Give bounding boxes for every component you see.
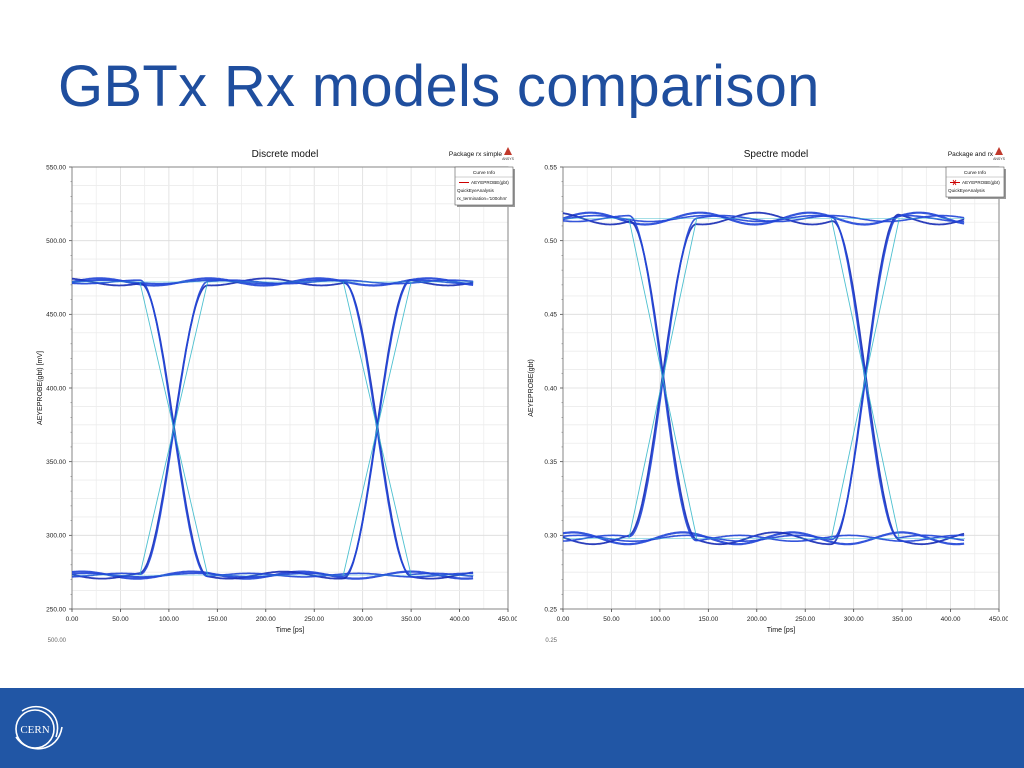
- discrete-model-chart: 0.00 50.00 100.00 150.00 200.00 250.00 300.00 3…: [37, 143, 517, 643]
- cern-logo-text: CERN: [20, 724, 49, 736]
- chart-title: Discrete model: [252, 149, 319, 160]
- x-tick-label: 200.00: [256, 616, 276, 623]
- spectre-model-chart: 0.00 50.00 100.00 150.00 200.00 250.00 300.00 3…: [528, 143, 1008, 643]
- clipped-axis-label: 0.25: [545, 638, 557, 643]
- eye-diagram-spectre-model: 0.00 50.00 100.00 150.00 200.00 250.00 300.00 3…: [521, 143, 1008, 643]
- eye-trace: [72, 279, 474, 578]
- crossing-guide: [563, 143, 964, 538]
- eye-diagram-discrete-model: 0.00 50.00 100.00 150.00 200.00 250.00 300.00 3…: [30, 143, 517, 643]
- grid: [71, 166, 509, 610]
- slide-title: GBTx Rx models comparison: [58, 54, 820, 119]
- x-tick-label: 350.00: [401, 616, 421, 623]
- x-tick-label: 0.00: [557, 616, 570, 623]
- x-tick-label: 250.00: [795, 616, 815, 623]
- eye-trace: [562, 214, 965, 541]
- x-tick-label: 450.00: [989, 616, 1008, 623]
- y-tick-label: 0.25: [544, 606, 557, 613]
- x-tick-label: 0.00: [66, 616, 79, 623]
- eye-trace: [71, 277, 474, 580]
- eye-crossing-line: [830, 218, 900, 539]
- x-axis-label: Time [ps]: [767, 627, 796, 634]
- eye-crossing-line: [342, 281, 412, 576]
- legend-entry: QuickEyeAnalysis: [457, 188, 494, 193]
- eye-traces: [71, 143, 475, 580]
- x-tick-label: 400.00: [450, 616, 470, 623]
- x-tick-label: 300.00: [353, 616, 373, 623]
- y-tick-label: 400.00: [46, 385, 66, 392]
- eye-crossing-line: [628, 218, 698, 539]
- ansys-logo-icon: [504, 147, 512, 155]
- grid: [562, 166, 1000, 610]
- ansys-logo-text: ANSYS: [502, 157, 515, 161]
- y-tick-label: 0.55: [544, 164, 557, 171]
- corner-label: Package rx simple: [449, 151, 502, 158]
- eye-trace: [562, 214, 965, 542]
- y-axis-label: AEYEPROBE(gbt): [528, 359, 535, 417]
- y-tick-label: 450.00: [46, 312, 66, 319]
- x-tick-label: 100.00: [650, 616, 670, 623]
- eye-trace: [71, 279, 474, 578]
- y-tick-label: 0.45: [544, 312, 557, 319]
- eye-trace: [71, 277, 474, 580]
- y-tick-label: 350.00: [46, 459, 66, 466]
- x-tick-label: 50.00: [603, 616, 620, 623]
- y-tick-label: 550.00: [46, 164, 66, 171]
- x-tick-label: 250.00: [304, 616, 324, 623]
- corner-label: Package and rx: [948, 151, 994, 158]
- legend-header: Curve Info: [473, 170, 495, 176]
- x-tick-label: 400.00: [941, 616, 961, 623]
- eye-trace: [72, 279, 474, 578]
- y-tick-label: 0.40: [544, 385, 557, 392]
- x-tick-label: 350.00: [892, 616, 912, 623]
- legend-entry: AEYEPROBE(gbt): [471, 180, 509, 185]
- x-axis-label: Time [ps]: [276, 627, 305, 634]
- eye-trace: [562, 214, 965, 542]
- y-tick-label: 300.00: [46, 533, 66, 540]
- legend: Curve Info AEYEPROBE(gbt) QuickEyeAnalysis: [945, 166, 1006, 199]
- clipped-axis-label: 500.00: [48, 638, 67, 643]
- y-tick-label: 0.30: [544, 533, 557, 540]
- ansys-logo-text: ANSYS: [993, 157, 1006, 161]
- x-tick-label: 50.00: [112, 616, 129, 623]
- eye-trace: [71, 279, 474, 578]
- x-tick-label: 150.00: [207, 616, 227, 623]
- y-tick-label: 500.00: [46, 238, 66, 245]
- y-axis-label: AEYEPROBE(gbt) [mV]: [37, 351, 44, 425]
- x-tick-label: 100.00: [159, 616, 179, 623]
- crossing-guide: [72, 143, 473, 575]
- y-tick-label: 0.50: [544, 238, 557, 245]
- crossing-guide: [72, 143, 473, 575]
- y-tick-label: 0.35: [544, 459, 557, 466]
- x-tick-label: 300.00: [844, 616, 864, 623]
- legend-entry: AEYEPROBE(gbt): [962, 180, 1000, 185]
- eye-trace: [562, 211, 965, 546]
- footer-bar: [0, 688, 1024, 768]
- legend-entry: QuickEyeAnalysis: [948, 188, 985, 193]
- legend-header: Curve Info: [964, 170, 986, 176]
- x-tick-label: 450.00: [498, 616, 517, 623]
- eye-crossing-line: [139, 281, 209, 576]
- x-tick-label: 150.00: [698, 616, 718, 623]
- ansys-logo-icon: [995, 147, 1003, 155]
- legend: Curve Info AEYEPROBE(gbt) QuickEyeAnalysis…: [454, 166, 515, 207]
- y-tick-label: 250.00: [46, 606, 66, 613]
- legend-box: [454, 166, 514, 206]
- chart-title: Spectre model: [744, 149, 808, 160]
- eye-trace: [562, 214, 965, 542]
- legend-cross-marker: [952, 179, 957, 186]
- eye-traces: [562, 143, 966, 546]
- legend-entry: rx_termination='100ohm': [457, 196, 507, 201]
- crossing-guide: [563, 143, 964, 538]
- cern-logo: CERN: [15, 705, 63, 750]
- x-tick-label: 200.00: [747, 616, 767, 623]
- eye-trace: [562, 212, 965, 546]
